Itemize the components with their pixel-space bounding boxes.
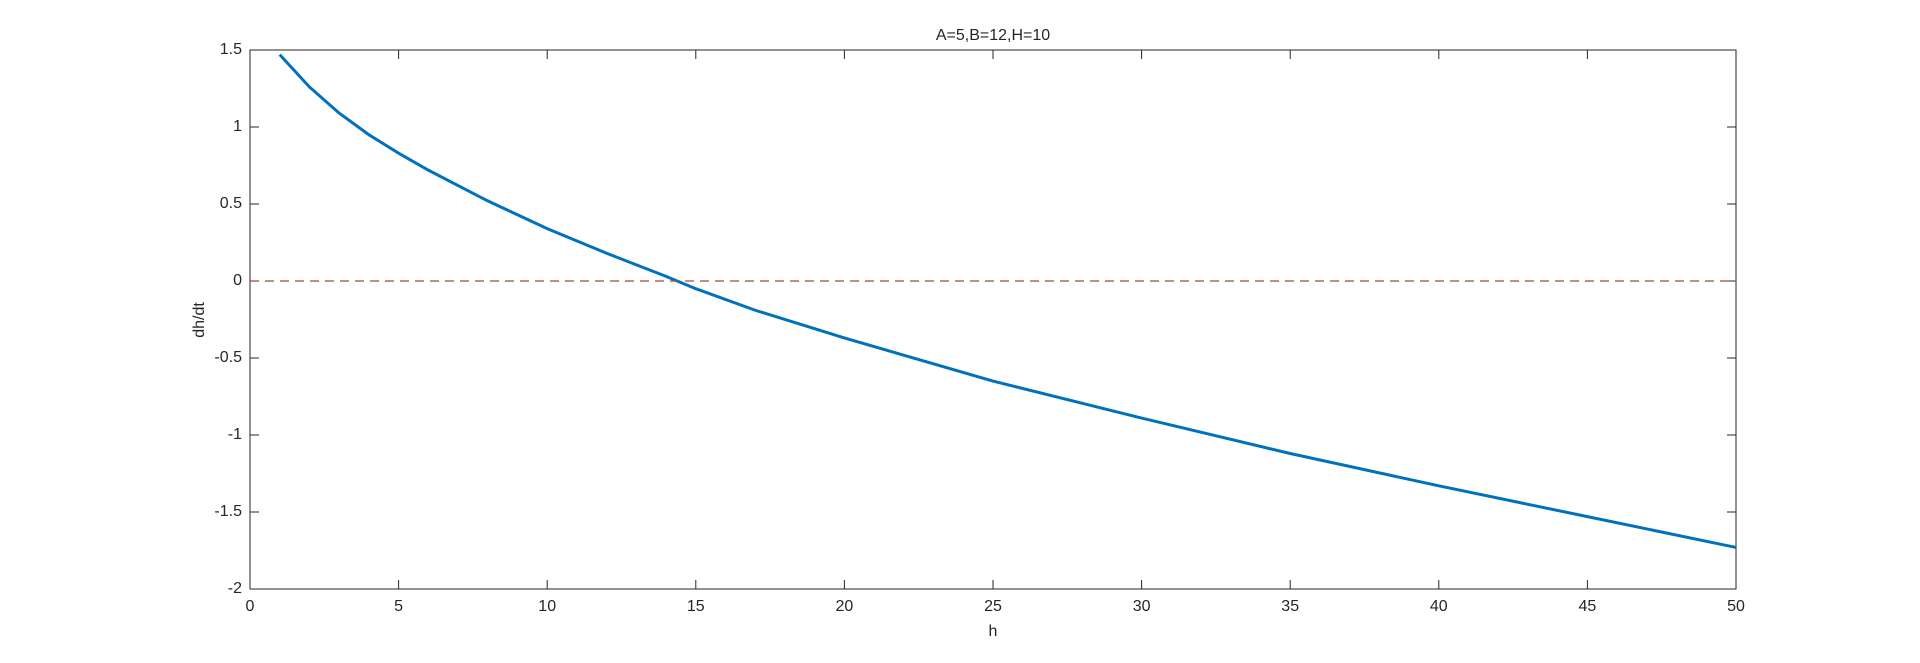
x-tick-label: 15 bbox=[687, 598, 705, 615]
x-tick-label: 45 bbox=[1579, 598, 1597, 615]
y-tick-label: 0.5 bbox=[220, 195, 242, 212]
x-tick-label: 30 bbox=[1133, 598, 1151, 615]
y-tick-label: -2 bbox=[228, 580, 242, 597]
series-line bbox=[278, 53, 1737, 549]
chart-title: A=5,B=12,H=10 bbox=[936, 27, 1050, 44]
x-tick-label: 20 bbox=[836, 598, 854, 615]
y-axis-label: dh/dt bbox=[191, 302, 208, 338]
y-tick-label: 0 bbox=[233, 272, 242, 289]
y-tick-label: -1.5 bbox=[214, 503, 242, 520]
x-tick-label: 50 bbox=[1727, 598, 1745, 615]
x-tick-label: 25 bbox=[984, 598, 1002, 615]
x-tick-label: 0 bbox=[246, 598, 255, 615]
x-tick-label: 5 bbox=[394, 598, 403, 615]
x-tick-label: 35 bbox=[1281, 598, 1299, 615]
x-tick-label: 10 bbox=[538, 598, 556, 615]
x-tick-label: 40 bbox=[1430, 598, 1448, 615]
x-axis-label: h bbox=[989, 623, 998, 640]
plot-frame bbox=[249, 49, 1737, 590]
y-tick-label: -1 bbox=[228, 426, 242, 443]
y-tick-label: 1 bbox=[233, 118, 242, 135]
y-tick-label: 1.5 bbox=[220, 41, 242, 58]
y-tick-label: -0.5 bbox=[214, 349, 242, 366]
